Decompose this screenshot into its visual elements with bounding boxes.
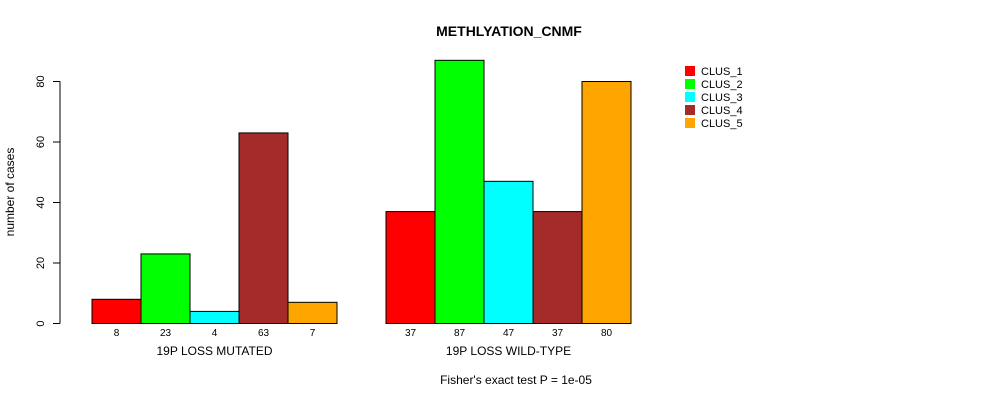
legend-label: CLUS_5	[701, 118, 743, 130]
bar	[385, 211, 436, 324]
y-tick-label: 60	[35, 136, 47, 148]
bar	[91, 298, 142, 324]
legend-swatch	[685, 92, 695, 102]
bar	[238, 132, 289, 324]
y-tick-label: 20	[35, 257, 47, 269]
bar-group: 37 87 47 37 80 19P LOSS WILD-TYPE	[385, 59, 632, 358]
bar	[434, 59, 485, 324]
chart-title: METHLYATION_CNMF	[436, 23, 582, 39]
bar-value-label: 47	[503, 328, 515, 339]
legend-item: CLUS_2	[685, 79, 743, 91]
y-tick-label: 40	[35, 196, 47, 208]
legend-swatch	[685, 79, 695, 89]
bar-value-label: 8	[114, 328, 120, 339]
bar	[483, 180, 534, 324]
legend-item: CLUS_3	[685, 92, 743, 104]
legend-swatch	[685, 118, 695, 128]
bar-group: 8 23 4 63 7 19P LOSS MUTATED	[91, 132, 338, 358]
bar-value-label: 63	[258, 328, 270, 339]
legend-item: CLUS_5	[685, 118, 743, 130]
legend-item: CLUS_1	[685, 66, 743, 78]
bar-value-label: 87	[454, 328, 466, 339]
bar-value-label: 4	[212, 328, 218, 339]
group-label: 19P LOSS MUTATED	[156, 344, 272, 358]
bar-value-label: 7	[310, 328, 316, 339]
bar-value-label: 80	[601, 328, 613, 339]
bar	[140, 253, 191, 324]
bar	[532, 211, 583, 324]
bar-value-label: 23	[160, 328, 172, 339]
bar	[287, 301, 338, 325]
legend-item: CLUS_4	[685, 105, 743, 117]
legend-swatch	[685, 66, 695, 76]
y-tick-label: 0	[35, 320, 47, 326]
y-axis: 0 20 40 60 80	[35, 75, 61, 327]
group-label: 19P LOSS WILD-TYPE	[446, 344, 571, 358]
bar-groups: 8 23 4 63 7 19P LOSS MUTATED 37 87 47 37 80 19P LOS…	[91, 59, 632, 358]
y-axis-label: number of cases	[3, 148, 17, 237]
bar	[189, 310, 240, 324]
legend-label: CLUS_1	[701, 66, 743, 78]
legend-label: CLUS_2	[701, 79, 743, 91]
legend-label: CLUS_4	[701, 105, 743, 117]
bar-value-label: 37	[552, 328, 564, 339]
footer-note: Fisher's exact test P = 1e-05	[440, 373, 592, 387]
bar-value-label: 37	[405, 328, 417, 339]
legend-swatch	[685, 105, 695, 115]
bar	[581, 81, 632, 324]
y-tick-label: 80	[35, 75, 47, 87]
legend-label: CLUS_3	[701, 92, 743, 104]
